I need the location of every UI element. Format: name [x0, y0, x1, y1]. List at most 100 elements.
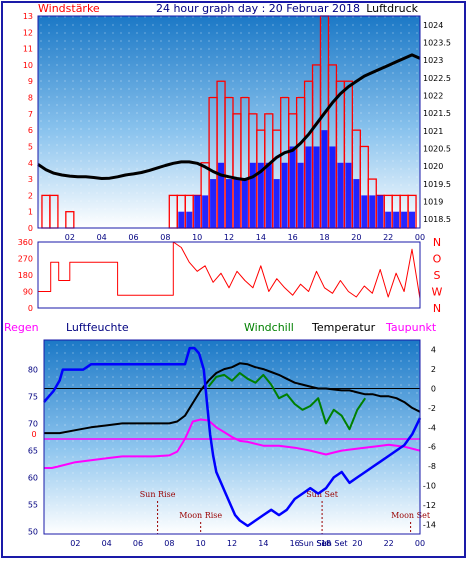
time-tick-label: 10 [192, 233, 202, 242]
pressure-tick-label: 1021 [423, 127, 443, 136]
humidity-line [43, 346, 422, 528]
time-tick-label: 02 [70, 539, 80, 548]
time-tick-label: 20 [351, 233, 361, 242]
panel2-dot-grid [38, 242, 420, 308]
gust-bar [321, 130, 328, 228]
event-time-label: Sun Set [299, 539, 330, 548]
pressure-tick-label: 1023 [423, 56, 443, 65]
compass-tick-label: S [434, 269, 441, 282]
temperature-tick-label: 0 [431, 385, 436, 394]
time-tick-label: 14 [256, 233, 266, 242]
gust-bar [226, 179, 232, 228]
humidity-axis-ticks: 50 55 60 65 70 75 80 [28, 366, 38, 537]
time-tick-label: 22 [383, 233, 393, 242]
gust-bar [305, 146, 312, 228]
gust-bar [377, 195, 384, 228]
direction-tick-label: 270 [18, 255, 33, 264]
gust-bar [233, 179, 240, 228]
time-tick-label: 08 [164, 539, 174, 548]
humidity-tick-label: 50 [28, 527, 38, 536]
time-tick-label: 10 [196, 539, 206, 548]
temperature-label: Temperatur [311, 321, 376, 334]
time-tick-label: 20 [352, 539, 362, 548]
direction-tick-label: 360 [18, 238, 33, 247]
temperature-tick-label: -10 [423, 482, 436, 491]
event-label: Sun Rise [140, 490, 176, 499]
temperature-tick-label: -14 [423, 520, 436, 529]
temperature-tick-label: 4 [431, 346, 436, 355]
temperature-tick-label: -6 [428, 443, 436, 452]
gust-bar [369, 195, 376, 228]
wind-tick-label: 0 [28, 224, 33, 233]
time-tick-label: 18 [321, 539, 331, 548]
event-time-label: Sun Set [317, 539, 348, 548]
gust-bar [313, 146, 320, 228]
gust-bar [345, 162, 352, 228]
direction-tick-label: 0 [28, 304, 33, 313]
gust-bar [385, 211, 392, 228]
pressure-tick-label: 1023.5 [423, 39, 451, 48]
temperature-series [43, 346, 422, 528]
pressure-tick-label: 1018.5 [423, 215, 451, 224]
humidity-tick-label: 65 [28, 446, 38, 455]
chart-title: 24 hour graph day : 20 Februar 2018 [156, 2, 360, 15]
time-tick-label: 16 [290, 539, 300, 548]
pressure-line [37, 53, 421, 182]
wind-tick-label: 11 [23, 45, 33, 54]
time-tick-label: 08 [160, 233, 170, 242]
gust-bar [257, 162, 264, 228]
wind-tick-label: 4 [28, 159, 33, 168]
time-tick-label: 06 [133, 539, 143, 548]
gust-bar [337, 162, 344, 228]
humidity-tick-label: 80 [28, 366, 38, 375]
wind-tick-label: 7 [28, 110, 33, 119]
gust-bar [265, 162, 272, 228]
temperature-tick-label: -2 [428, 404, 436, 413]
pressure-tick-label: 1021.5 [423, 109, 451, 118]
pressure-axis-title: Luftdruck [366, 2, 418, 15]
gust-bar [353, 179, 360, 228]
event-label: Moon Rise [179, 511, 222, 520]
time-tick-label: 22 [384, 539, 394, 548]
panel1-border [37, 15, 421, 229]
temperature-tick-label: -4 [428, 423, 436, 432]
windchill-line [207, 372, 367, 431]
wind-tick-label: 12 [23, 28, 33, 37]
gust-bar [329, 146, 336, 228]
time-tick-label: 12 [227, 539, 237, 548]
event-label: Moon Set [391, 511, 431, 520]
temperature-tick-label: -12 [423, 501, 436, 510]
gust-bar [393, 211, 400, 228]
rain-zero-label: 0 [31, 430, 36, 439]
time-tick-label: 12 [224, 233, 234, 242]
wind-direction-line [38, 241, 421, 299]
pressure-axis-ticks: 1018.5 1019 1019.5 1020 1020.5 1021 1021.5 1022… [423, 21, 451, 224]
wind-tick-label: 10 [23, 61, 33, 70]
compass-tick-label: O [433, 253, 442, 266]
wind-tick-label: 6 [28, 126, 33, 135]
gust-bar [401, 211, 408, 228]
wind-direction-series [38, 241, 421, 299]
wind-tick-label: 3 [28, 175, 33, 184]
gust-bar [241, 179, 248, 228]
time-tick-label: 16 [288, 233, 298, 242]
pressure-tick-label: 1019.5 [423, 180, 451, 189]
pressure-tick-label: 1022 [423, 92, 443, 101]
pressure-tick-label: 1020 [423, 162, 443, 171]
rain-label: Regen [4, 321, 39, 334]
wind-axis-title: Windstärke [38, 2, 100, 15]
gust-bar [281, 162, 288, 228]
temperature-humidity-panel: Sun Rise Moon Rise Sun Set Moon Set 50 55 60 6… [4, 321, 437, 548]
compass-tick-label: W [432, 286, 443, 299]
pressure-tick-label: 1024 [423, 21, 443, 30]
wind-tick-label: 8 [28, 94, 33, 103]
gust-bar [218, 162, 225, 228]
wind-tick-label: 13 [23, 12, 33, 21]
temperature-tick-label: 2 [431, 365, 436, 374]
gust-bar [249, 162, 256, 228]
